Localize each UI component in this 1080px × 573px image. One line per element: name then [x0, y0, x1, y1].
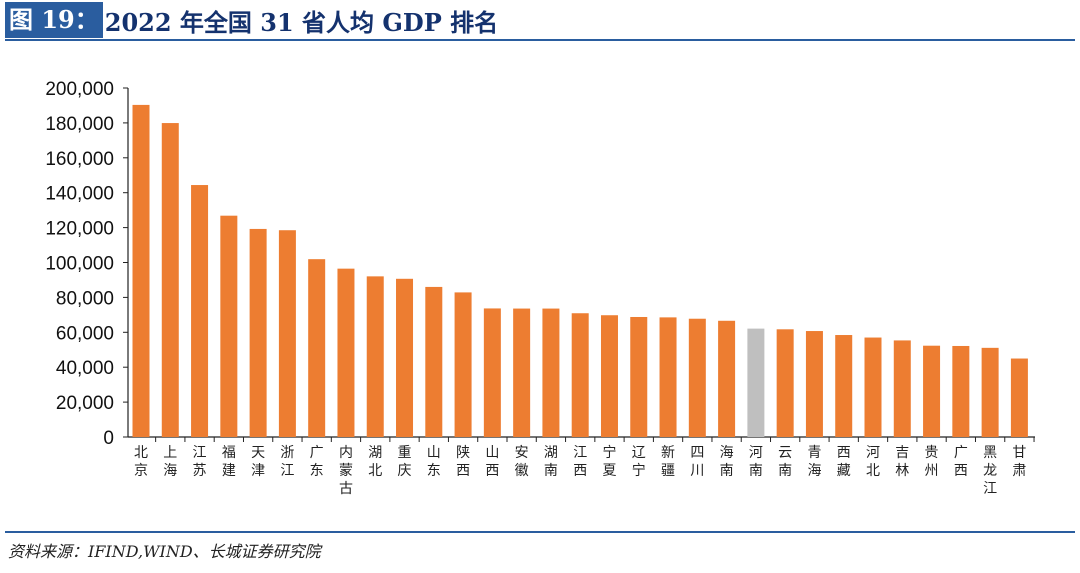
x-tick-label: 西藏: [837, 445, 851, 479]
bar-15: [571, 313, 589, 437]
bar-20: [718, 320, 736, 437]
bar-22: [776, 329, 794, 437]
bar-18: [659, 317, 677, 437]
bar-12: [483, 308, 501, 437]
bar-10: [425, 286, 443, 437]
y-tick-label: 40,000: [56, 358, 114, 379]
x-tick-label: 海南: [720, 445, 734, 479]
x-tick-label: 上海: [163, 445, 177, 479]
bar-7: [337, 268, 355, 437]
x-tick-label: 贵州: [925, 445, 939, 479]
chart-title: 2022 年全国 31 省人均 GDP 排名: [104, 7, 499, 37]
footer-rule: [5, 531, 1075, 533]
x-tick-label: 四川: [690, 445, 704, 479]
bar-26: [893, 340, 911, 437]
y-tick-label: 120,000: [45, 219, 114, 240]
y-tick-label: 100,000: [45, 254, 114, 275]
bar-14: [542, 308, 560, 437]
y-tick-label: 60,000: [56, 323, 114, 344]
bar-11: [454, 292, 472, 437]
bar-29: [981, 347, 999, 437]
bar-28: [952, 345, 970, 437]
x-tick-label: 黑龙江: [983, 445, 997, 497]
x-tick-label: 广东: [310, 445, 324, 479]
header-rule: [5, 39, 1075, 41]
y-tick-label: 80,000: [56, 288, 114, 309]
x-tick-label: 安徽: [515, 445, 529, 479]
x-tick-label: 内蒙古: [339, 445, 353, 497]
x-tick-label: 天津: [251, 445, 265, 479]
bar-23: [805, 331, 823, 437]
x-tick-label: 河北: [866, 445, 880, 479]
bar-13: [513, 308, 531, 437]
y-tick-label: 180,000: [45, 114, 114, 135]
x-tick-label: 广西: [954, 445, 968, 479]
bar-0: [132, 104, 150, 438]
bar-24: [835, 335, 853, 437]
bar-16: [600, 315, 618, 437]
bar-2: [191, 185, 209, 437]
x-tick-label: 云南: [778, 445, 792, 479]
x-tick-label: 重庆: [398, 445, 412, 479]
x-tick-label: 宁夏: [602, 444, 616, 479]
bar-6: [308, 259, 326, 437]
x-tick-label: 北京: [134, 445, 148, 479]
x-tick-label: 江西: [573, 445, 587, 479]
y-tick-label: 0: [103, 428, 114, 449]
bar-4: [249, 228, 267, 437]
x-tick-label: 山西: [485, 445, 499, 479]
y-tick-label: 200,000: [45, 79, 114, 100]
bar-9: [396, 278, 414, 437]
bar-8: [366, 276, 384, 437]
bar-5: [278, 230, 296, 437]
bar-21: [747, 328, 765, 437]
x-tick-label: 山东: [427, 445, 441, 479]
source-note: 资料来源：IFIND,WIND、长城证券研究院: [8, 542, 321, 561]
x-tick-label: 陕西: [456, 445, 470, 479]
x-tick-label: 吉林: [895, 445, 909, 479]
x-tick-label: 江苏: [193, 445, 207, 479]
bar-30: [1010, 358, 1028, 437]
bar-27: [923, 345, 941, 437]
y-tick-label: 20,000: [56, 393, 114, 414]
y-tick-label: 140,000: [45, 184, 114, 205]
x-tick-label: 新疆: [661, 445, 675, 479]
figure-label: 图 19：: [5, 2, 103, 38]
x-tick-label: 辽宁: [632, 445, 646, 479]
x-tick-label: 湖南: [544, 445, 558, 479]
x-tick-label: 甘肃: [1012, 445, 1026, 479]
x-tick-label: 河南: [749, 445, 763, 479]
x-tick-label: 福建: [222, 445, 236, 479]
figure-header: 图 19： 2022 年全国 31 省人均 GDP 排名: [5, 2, 498, 38]
bar-1: [161, 123, 179, 437]
x-tick-label: 湖北: [368, 445, 382, 479]
bar-17: [630, 316, 648, 437]
x-tick-label: 浙江: [280, 445, 294, 479]
bar-3: [220, 215, 238, 437]
bar-19: [688, 318, 706, 437]
x-tick-label: 青海: [807, 445, 821, 479]
bar-25: [864, 337, 882, 437]
y-tick-label: 160,000: [45, 149, 114, 170]
